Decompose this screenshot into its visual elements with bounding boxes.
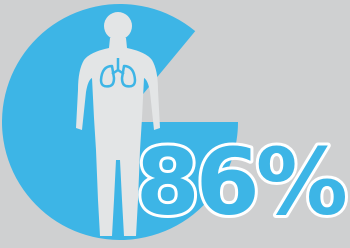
value-label: 86% (136, 128, 346, 235)
infographic: 86% (0, 0, 350, 248)
